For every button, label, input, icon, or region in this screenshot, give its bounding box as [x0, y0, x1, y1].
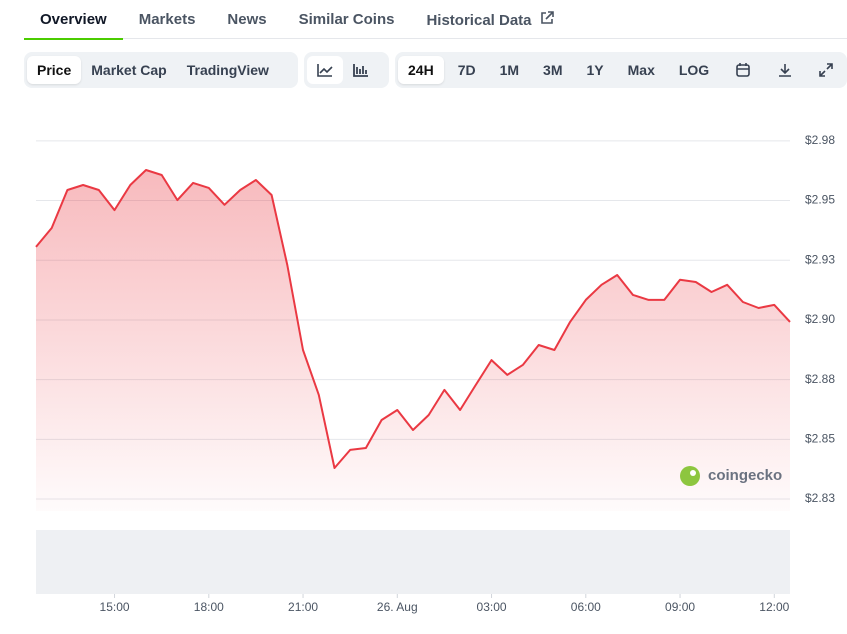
tab-bar: Overview Markets News Similar Coins Hist…	[24, 0, 847, 40]
tab[interactable]: Similar Coins	[298, 11, 395, 28]
download-button[interactable]	[767, 56, 803, 84]
view-button[interactable]: TradingView	[186, 62, 269, 78]
x-tick-label: 21:00	[288, 600, 318, 614]
x-tick-label: 15:00	[100, 600, 130, 614]
x-tick-label: 18:00	[194, 600, 224, 614]
range-button[interactable]: Max	[627, 62, 655, 78]
view-button[interactable]: Market Cap	[91, 62, 167, 78]
log-button[interactable]: LOG	[678, 62, 710, 78]
range-button[interactable]: 1Y	[586, 62, 604, 78]
x-tick-label: 06:00	[571, 600, 601, 614]
tab[interactable]: Historical Data	[410, 0, 569, 38]
range-group: 24H 7D 1M 3M 1Y Max LOG	[395, 52, 847, 88]
price-line	[35, 169, 791, 469]
view-button[interactable]: Price	[27, 56, 82, 84]
y-tick-label: $2.88	[805, 372, 835, 386]
external-icon	[540, 11, 554, 24]
x-tick-label: 09:00	[665, 600, 695, 614]
chart-style-group	[304, 52, 389, 88]
fullscreen-button[interactable]	[808, 56, 844, 84]
area-fill	[36, 170, 790, 511]
tab[interactable]: News	[227, 11, 267, 28]
x-tick-label: 26. Aug	[377, 600, 418, 614]
range-button[interactable]: 1M	[499, 62, 520, 78]
y-tick-label: $2.85	[805, 432, 835, 446]
y-tick-label: $2.98	[805, 133, 835, 147]
tab-label: Historical Data	[426, 12, 532, 29]
y-tick-label: $2.90	[805, 312, 835, 326]
calendar-button[interactable]	[725, 56, 761, 84]
tab[interactable]: Overview	[24, 0, 123, 40]
y-tick-label: $2.83	[805, 491, 835, 505]
range-button[interactable]: 7D	[457, 62, 476, 78]
volume-band	[36, 530, 790, 594]
x-tick-label: 12:00	[759, 600, 789, 614]
x-tick-label: 03:00	[477, 600, 507, 614]
watermark: coingecko	[680, 466, 782, 486]
range-button[interactable]: 24H	[398, 56, 444, 84]
candle-chart-button[interactable]	[343, 56, 379, 84]
line-chart-button[interactable]	[307, 56, 343, 84]
y-tick-label: $2.93	[805, 252, 835, 266]
tab[interactable]: Markets	[138, 11, 196, 28]
range-button[interactable]: 3M	[543, 62, 563, 78]
y-tick-label: $2.95	[805, 193, 835, 207]
view-group: Price Market Cap TradingView	[24, 52, 298, 88]
watermark-text: coingecko	[708, 467, 782, 484]
